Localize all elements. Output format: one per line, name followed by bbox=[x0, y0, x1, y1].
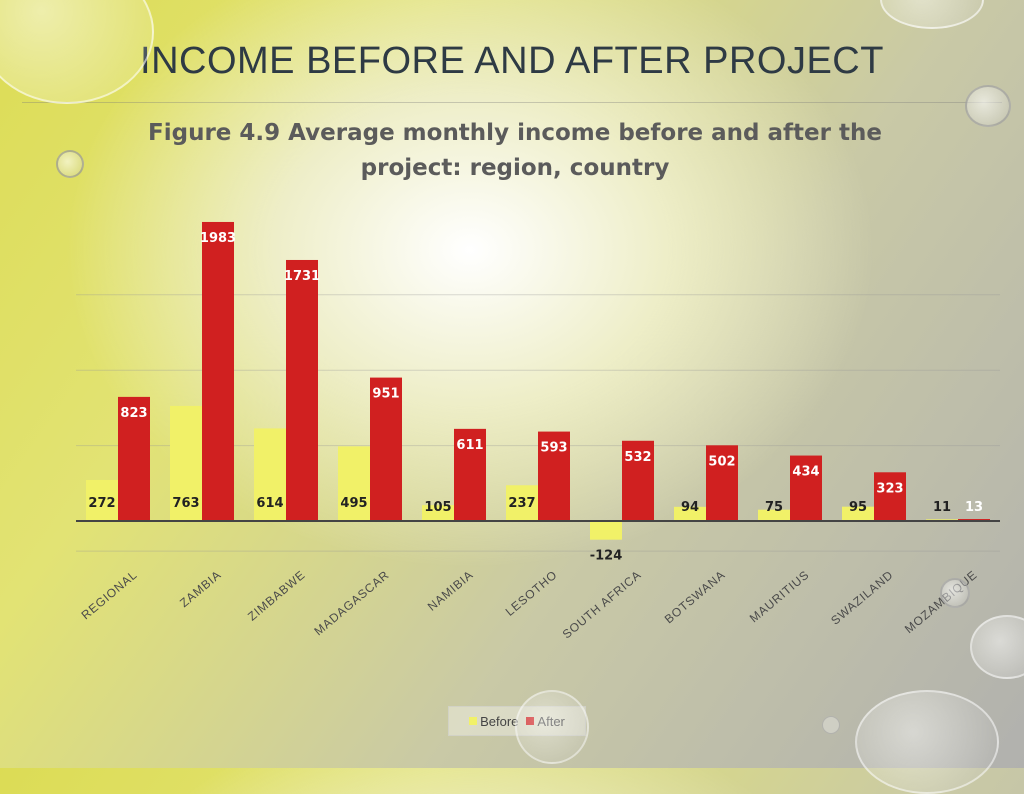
bar-after bbox=[370, 377, 402, 521]
data-label-before: 272 bbox=[88, 496, 115, 511]
bar-before bbox=[338, 446, 370, 521]
bar-after bbox=[202, 221, 234, 521]
chart-legend: Before After bbox=[448, 706, 586, 736]
legend-item-after: After bbox=[526, 713, 565, 729]
category-label: MAURITIUS bbox=[747, 568, 812, 626]
bar-after bbox=[538, 431, 570, 521]
chart-title: Figure 4.9 Average monthly income before… bbox=[130, 116, 900, 186]
data-label-after: 323 bbox=[876, 481, 903, 496]
data-label-before: -124 bbox=[590, 549, 623, 564]
category-label: MADAGASCAR bbox=[311, 568, 392, 639]
data-label-before: 495 bbox=[340, 496, 367, 511]
data-label-before: 763 bbox=[172, 496, 199, 511]
data-label-before: 237 bbox=[508, 496, 535, 511]
bar-after bbox=[874, 472, 906, 521]
data-label-after: 951 bbox=[372, 387, 399, 402]
data-label-before: 11 bbox=[933, 500, 951, 515]
data-label-after: 1731 bbox=[284, 269, 320, 284]
bar-chart: 272 823 REGIONAL 763 1983 ZAMBIA 614 1731 ZIMBAB… bbox=[76, 221, 1000, 642]
bar-before bbox=[422, 505, 454, 521]
chart-title-line-1: Figure 4.9 Average monthly income before… bbox=[148, 120, 882, 146]
bar-before bbox=[86, 479, 118, 521]
data-label-after: 532 bbox=[624, 450, 651, 465]
data-label-after: 823 bbox=[120, 406, 147, 421]
legend-item-before: Before bbox=[469, 714, 518, 729]
bar-after bbox=[286, 259, 318, 521]
title-divider bbox=[22, 102, 1002, 103]
category-label: NAMIBIA bbox=[425, 568, 476, 614]
chart-title-line-2: project: region, country bbox=[360, 155, 670, 181]
data-label-before: 95 bbox=[849, 500, 867, 515]
bar-after bbox=[454, 428, 486, 521]
legend-label-before: Before bbox=[480, 713, 519, 729]
category-label: REGIONAL bbox=[79, 568, 140, 623]
data-label-after: 1983 bbox=[200, 231, 236, 246]
data-label-before: 614 bbox=[256, 496, 283, 511]
bar-before bbox=[590, 521, 622, 540]
bar-before bbox=[506, 485, 538, 521]
bar-before bbox=[674, 506, 706, 521]
slide-title: INCOME BEFORE AND AFTER PROJECT bbox=[140, 40, 884, 82]
bar-after bbox=[118, 396, 150, 521]
bar-after bbox=[706, 445, 738, 521]
data-label-before: 94 bbox=[681, 500, 699, 515]
data-label-before: 75 bbox=[765, 500, 783, 515]
data-label-after: 434 bbox=[792, 465, 819, 480]
category-label: SOUTH AFRICA bbox=[560, 568, 644, 642]
data-label-after: 593 bbox=[540, 441, 567, 456]
legend-swatch-before bbox=[469, 717, 478, 725]
category-label: SWAZILAND bbox=[828, 568, 896, 628]
data-label-after: 611 bbox=[456, 438, 483, 453]
category-label: MOZAMBIQUE bbox=[902, 568, 980, 637]
legend-swatch-after bbox=[526, 717, 535, 725]
category-label: ZAMBIA bbox=[177, 568, 224, 611]
data-label-before: 105 bbox=[424, 500, 451, 515]
category-label: ZIMBABWE bbox=[245, 568, 308, 624]
bar-before bbox=[842, 506, 874, 521]
bar-after bbox=[790, 455, 822, 521]
bar-after bbox=[622, 440, 654, 521]
legend-label-after: After bbox=[537, 713, 565, 729]
category-label: BOTSWANA bbox=[662, 568, 728, 627]
bar-before bbox=[170, 405, 202, 521]
data-label-after: 13 bbox=[965, 500, 983, 515]
bar-before bbox=[758, 509, 790, 521]
category-label: LESOTHO bbox=[503, 568, 560, 619]
data-label-after: 502 bbox=[708, 454, 735, 469]
bar-before bbox=[254, 428, 286, 521]
